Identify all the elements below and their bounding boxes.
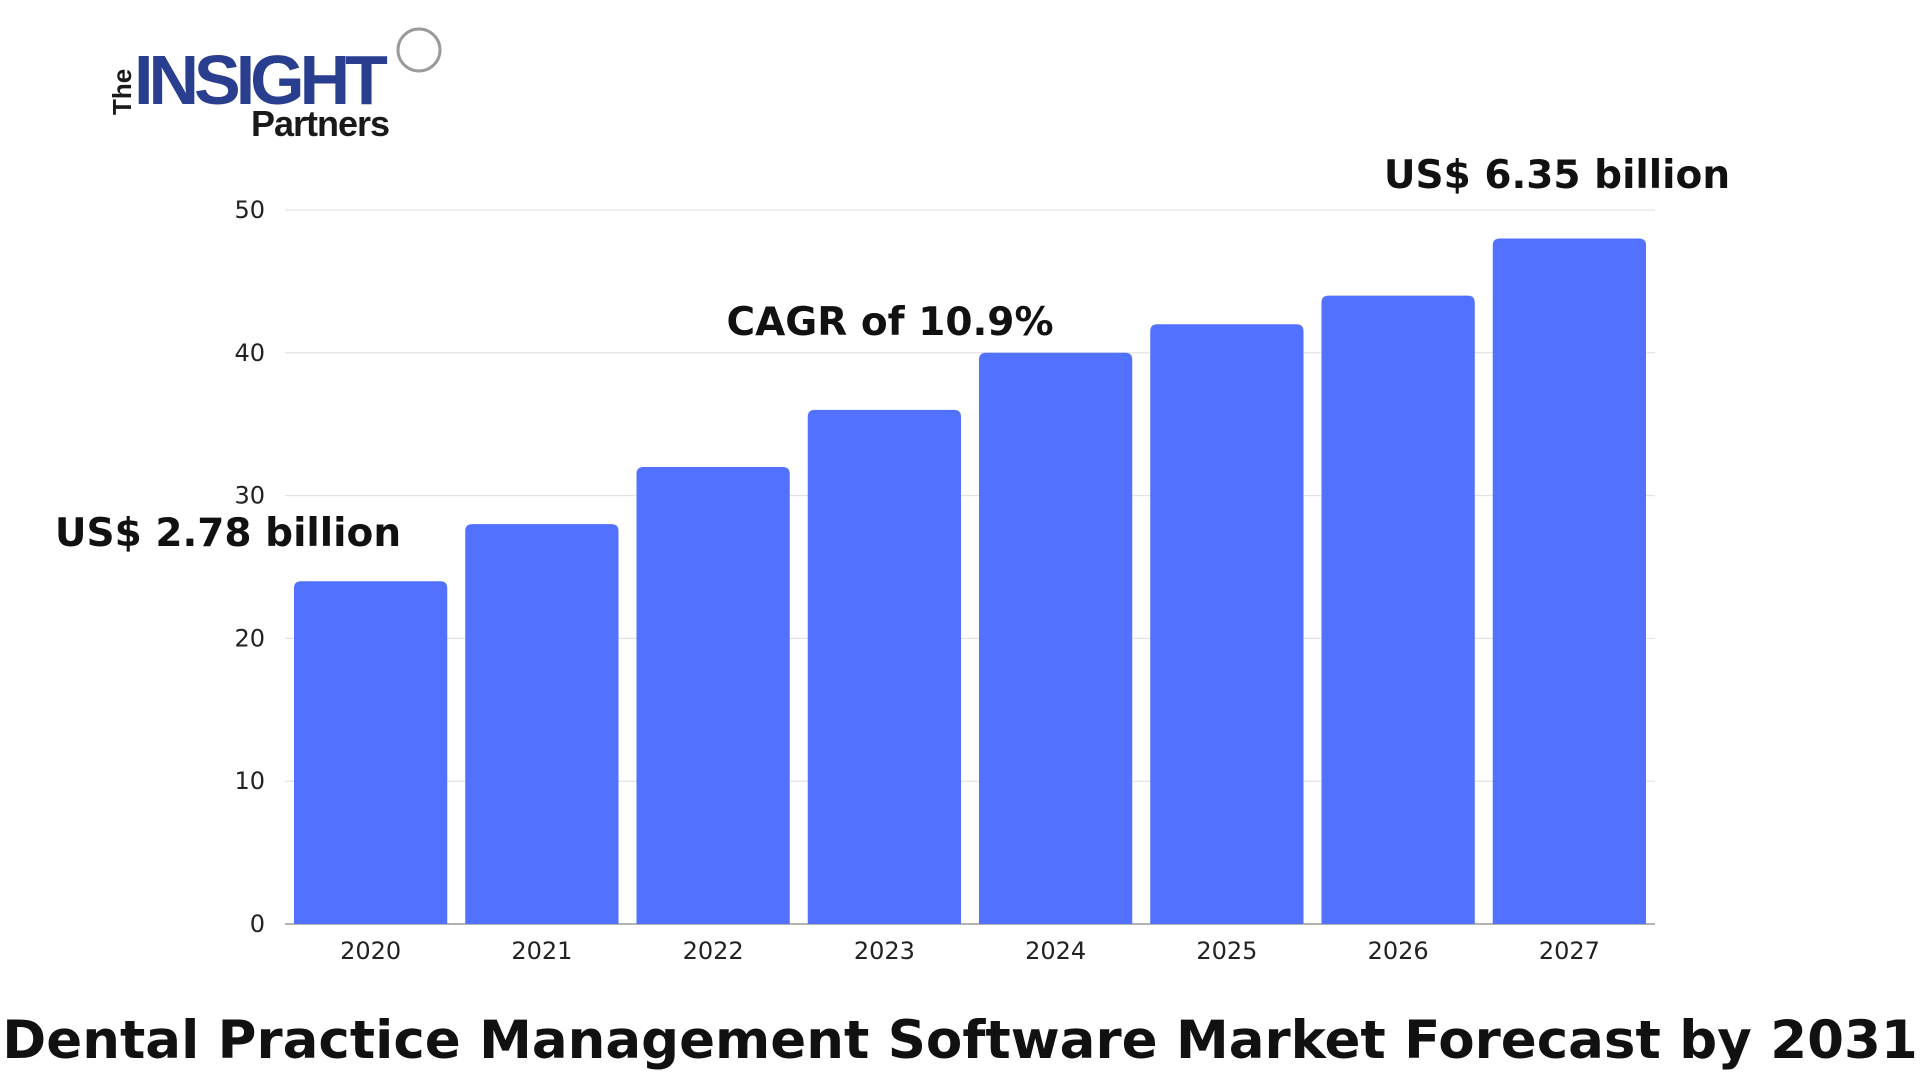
- y-tick-label: 10: [234, 767, 265, 795]
- x-tick-label: 2027: [1539, 937, 1600, 965]
- bar-2025: [1150, 324, 1304, 924]
- x-tick-label: 2025: [1196, 937, 1257, 965]
- chart-title: Dental Practice Management Software Mark…: [2, 1010, 1918, 1071]
- bar-2026: [1321, 295, 1475, 924]
- logo-the: The: [107, 69, 137, 115]
- y-tick-label: 50: [234, 196, 265, 224]
- y-tick-label: 40: [234, 339, 265, 367]
- bar-2023: [807, 409, 962, 924]
- x-tick-label: 2023: [854, 937, 915, 965]
- x-tick-label: 2021: [511, 937, 572, 965]
- x-tick-label: 2024: [1025, 937, 1086, 965]
- y-tick-label: 20: [234, 624, 265, 652]
- bar-2024: [978, 352, 1133, 924]
- x-tick-label: 2020: [340, 937, 401, 965]
- annotation-label: US$ 6.35 billion: [1384, 153, 1730, 198]
- bars: [293, 238, 1647, 924]
- y-axis-ticks: 0 10 20 30 40 50: [234, 196, 265, 938]
- annotations: US$ 2.78 billion CAGR of 10.9% US$ 6.35 bi…: [55, 153, 1730, 556]
- bar-2021: [465, 524, 619, 924]
- y-tick-label: 0: [250, 910, 265, 938]
- insight-partners-logo: The INSIGHT Partners: [107, 27, 442, 144]
- x-tick-label: 2022: [683, 937, 744, 965]
- annotation-label: CAGR of 10.9%: [726, 300, 1053, 345]
- logo-insight: INSIGHT: [134, 41, 387, 119]
- bar-2022: [636, 467, 790, 924]
- logo-partners: Partners: [251, 103, 389, 144]
- annotation-label: US$ 2.78 billion: [55, 511, 401, 556]
- bar-2027: [1492, 238, 1647, 924]
- x-axis-ticks: 2020 2021 2022 2023 2024 2025 2026 2027: [340, 937, 1600, 965]
- x-tick-label: 2026: [1368, 937, 1429, 965]
- logo-lens-icon: [396, 27, 442, 73]
- y-tick-label: 30: [234, 482, 265, 510]
- bar-2020: [293, 581, 448, 924]
